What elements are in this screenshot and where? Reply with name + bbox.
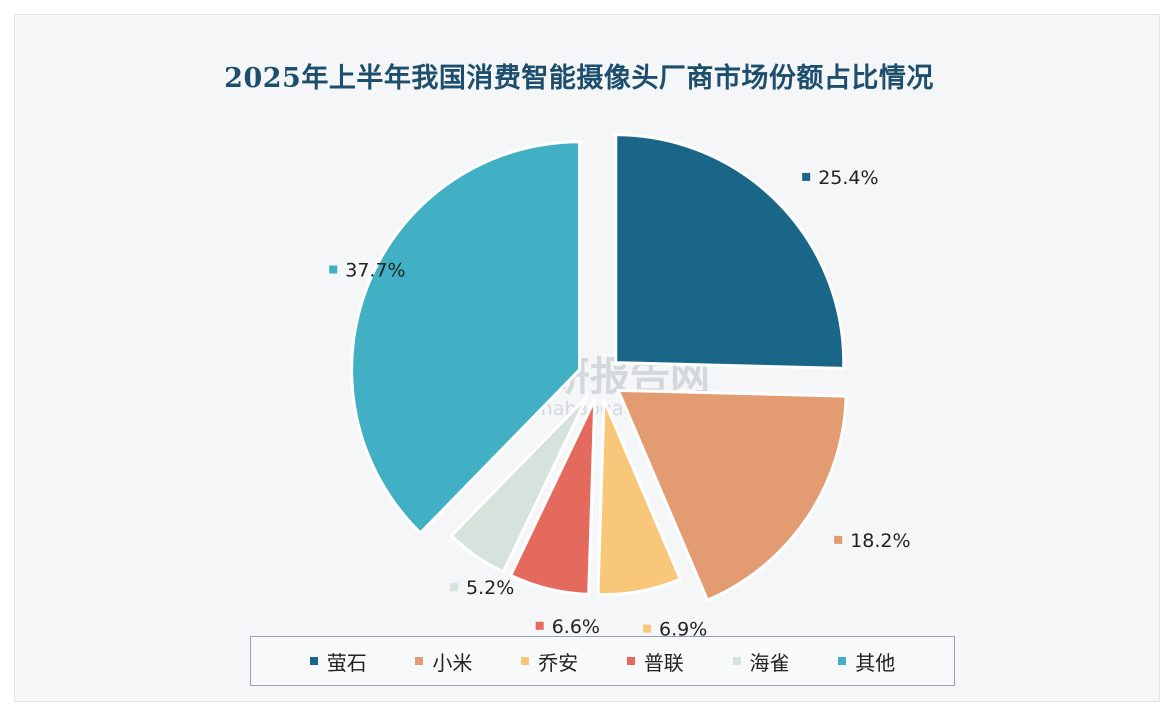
data-label-2: 18.2% [834,530,911,552]
data-label-text: 18.2% [850,530,910,552]
data-label-3: 6.9% [642,619,707,641]
legend-item-6: 其他 [838,647,895,676]
legend-label: 小米 [432,650,473,675]
pie-slice-1 [614,133,846,370]
legend-label: 普联 [643,650,684,675]
legend-label: 其他 [855,650,896,675]
data-label-text: 5.2% [466,577,514,599]
legend-swatch [626,657,635,665]
legend-label: 乔安 [538,650,579,675]
pie-slice-2 [615,388,848,603]
pie-slice-4 [508,398,597,596]
legend-label: 萤石 [326,650,367,675]
data-label-marker [802,172,811,181]
legend-label: 海雀 [749,650,790,675]
pie-slice-5 [449,394,589,574]
data-label-5: 5.2% [450,577,514,599]
data-label-text: 37.7% [345,259,405,281]
data-label-marker [535,621,544,630]
data-label-1: 25.4% [802,167,879,189]
legend-swatch [309,657,318,665]
data-label-text: 6.9% [659,619,707,641]
data-label-marker [450,583,459,592]
legend-swatch [415,657,424,665]
pie-slice-6 [350,140,582,536]
data-label-4: 6.6% [535,616,600,638]
data-label-marker [329,265,338,274]
legend-swatch [838,657,847,665]
legend-swatch [521,657,530,665]
legend-item-2: 小米 [415,647,472,676]
data-label-marker [834,535,843,544]
legend-item-3: 乔安 [521,647,578,676]
data-label-text: 6.6% [552,616,600,638]
legend-item-4: 普联 [626,647,684,676]
legend-item-1: 萤石 [309,647,367,676]
data-label-6: 37.7% [329,259,406,281]
legend-item-5: 海雀 [732,647,790,676]
data-label-marker [642,624,651,633]
data-label-text: 25.4% [818,167,878,189]
pie-slice-3 [596,399,683,597]
legend: 萤石 小米 乔安 普联 海雀 其他 [250,636,955,686]
legend-swatch [732,657,741,665]
chart-title: 2025年上半年我国消费智能摄像头厂商市场份额占比情况 [224,63,934,94]
